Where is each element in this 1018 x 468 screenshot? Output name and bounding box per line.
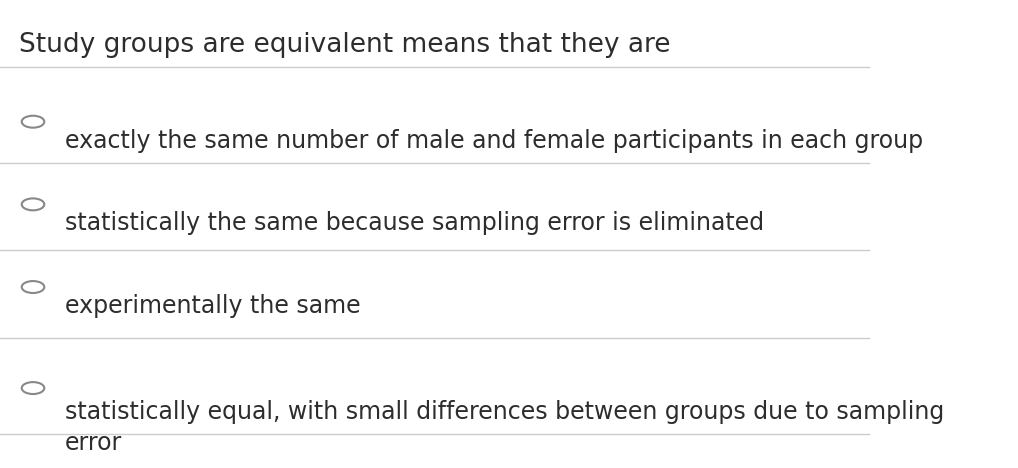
Text: experimentally the same: experimentally the same [65, 294, 360, 318]
Text: Study groups are equivalent means that they are: Study groups are equivalent means that t… [19, 32, 671, 58]
Text: statistically equal, with small differences between groups due to sampling
error: statistically equal, with small differen… [65, 400, 945, 455]
Text: exactly the same number of male and female participants in each group: exactly the same number of male and fema… [65, 129, 923, 153]
Text: statistically the same because sampling error is eliminated: statistically the same because sampling … [65, 211, 765, 235]
